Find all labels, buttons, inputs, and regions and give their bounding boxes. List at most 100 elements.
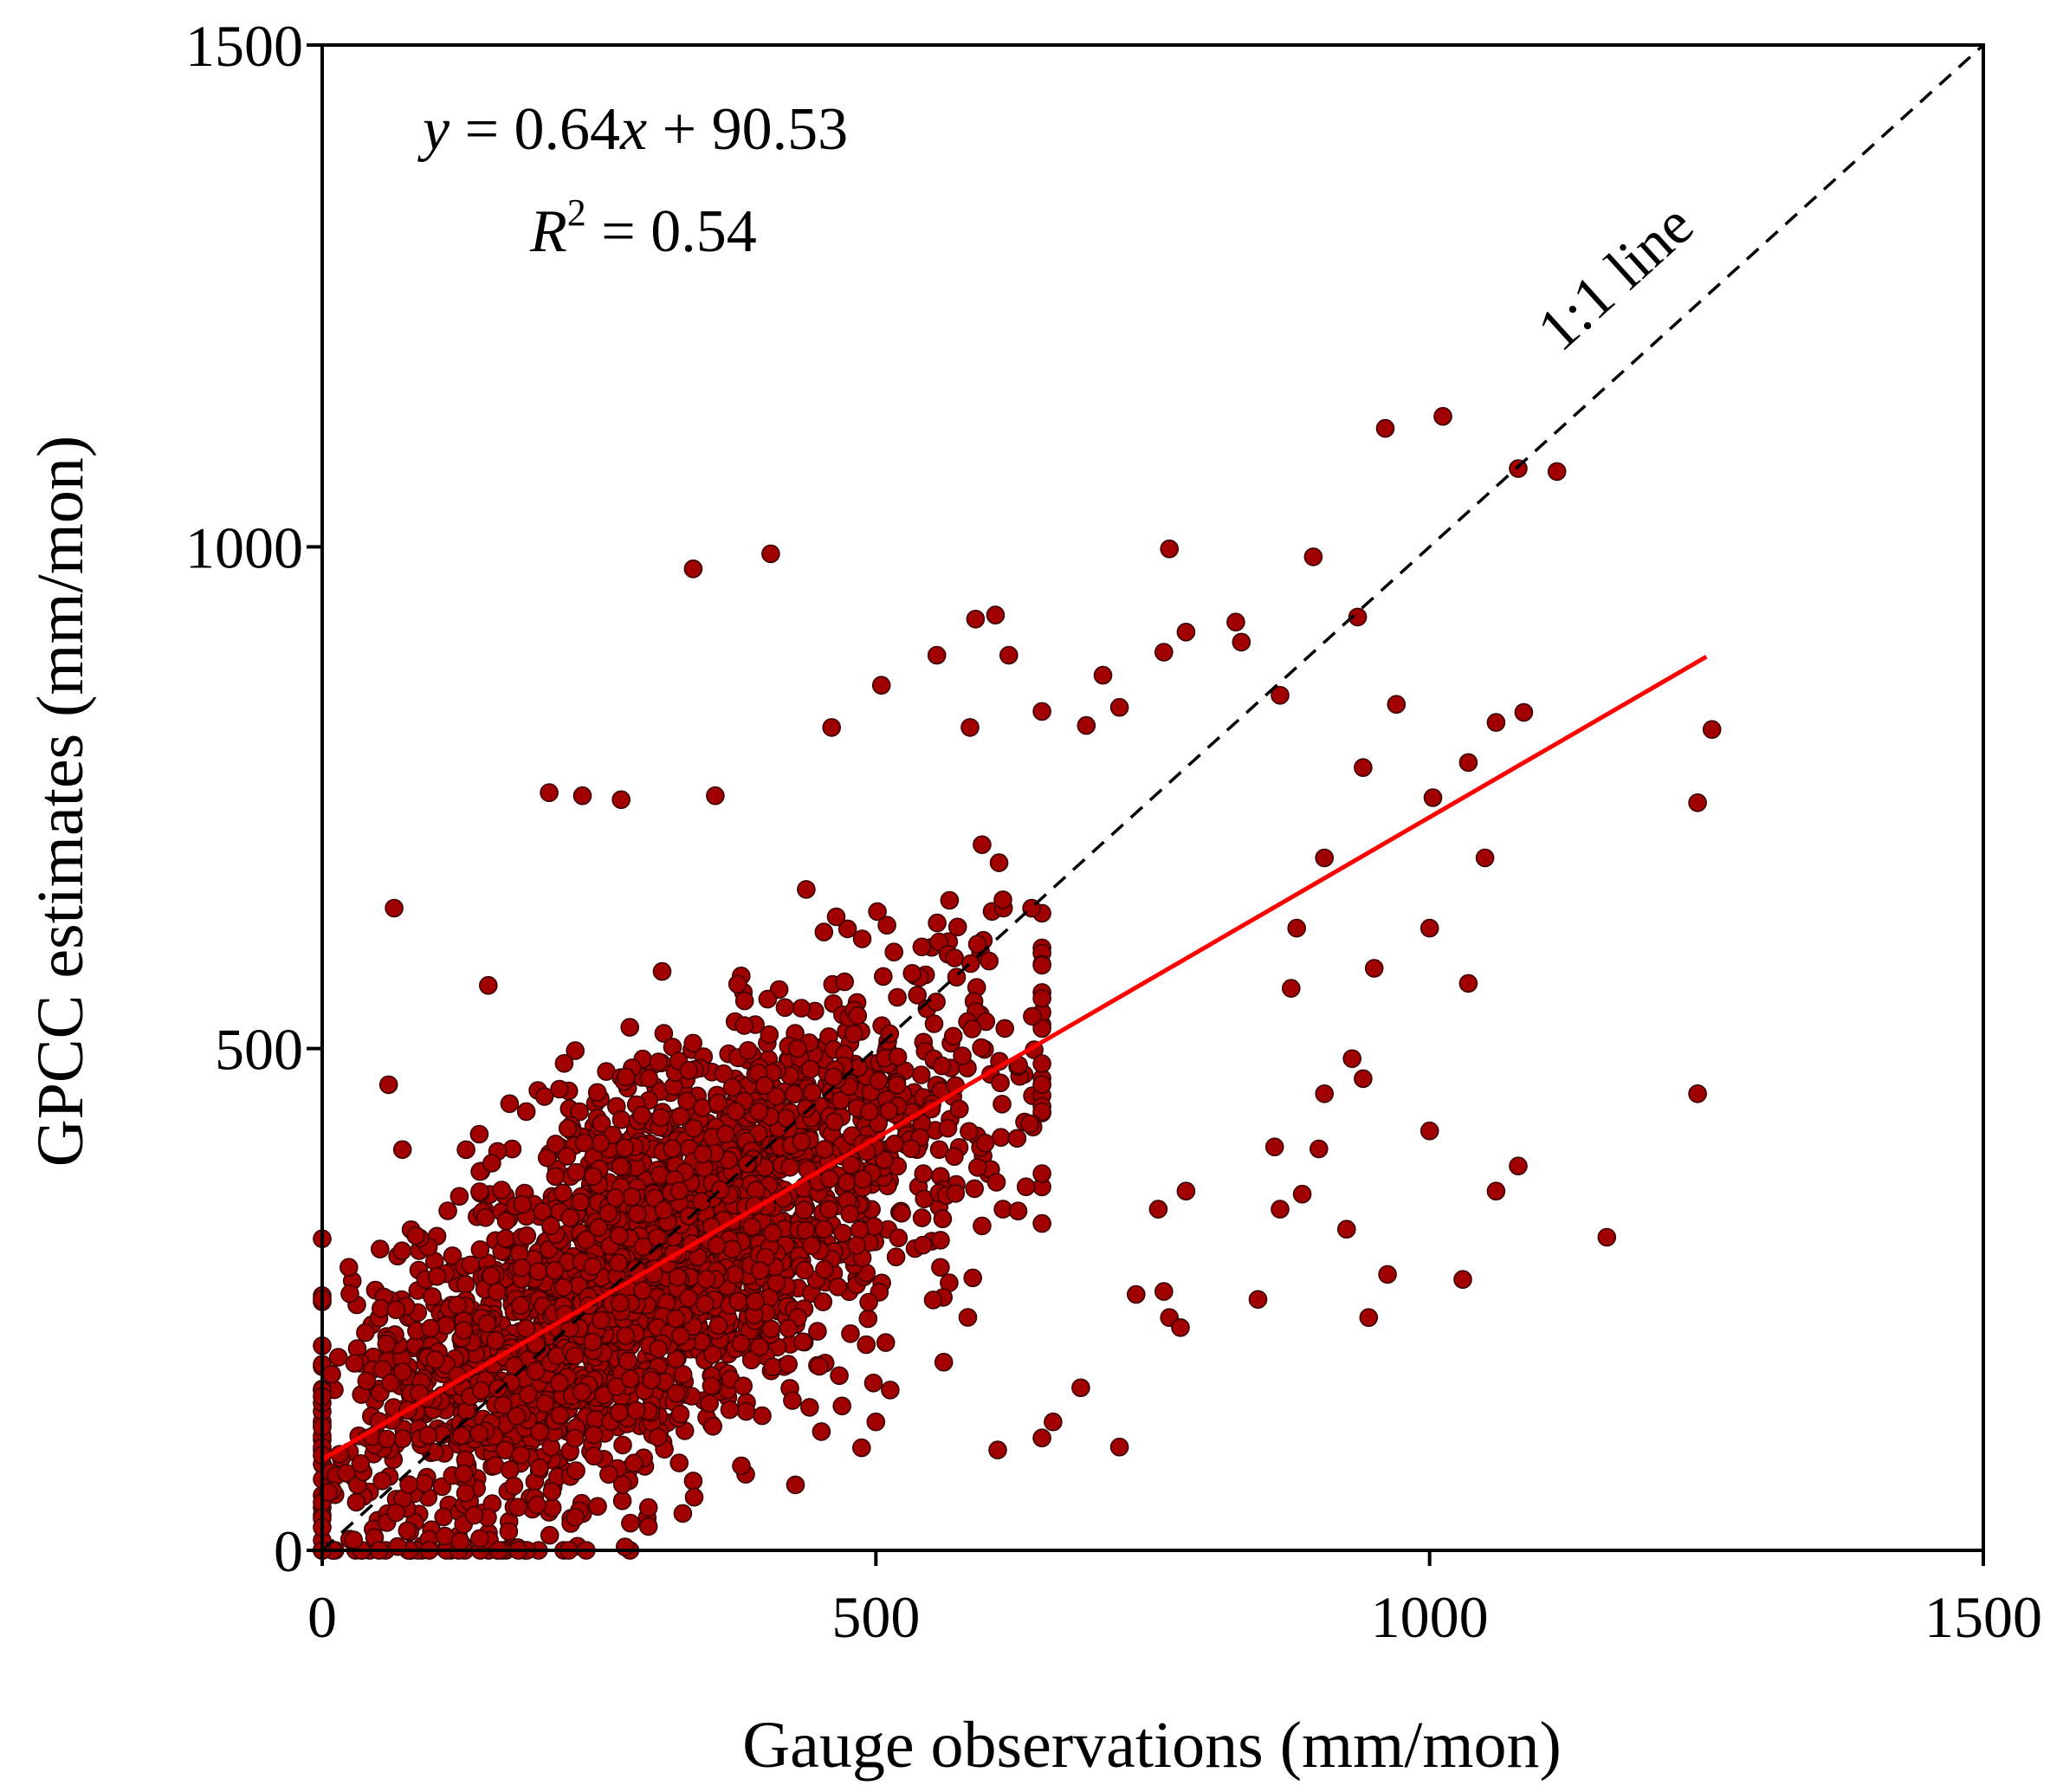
data-point bbox=[351, 1454, 371, 1473]
data-point bbox=[932, 1056, 952, 1076]
data-point bbox=[1337, 1219, 1356, 1239]
data-point bbox=[528, 1262, 548, 1281]
data-point bbox=[877, 915, 896, 935]
data-point bbox=[848, 1006, 868, 1025]
data-point bbox=[871, 676, 891, 695]
data-point bbox=[339, 1258, 359, 1277]
data-point bbox=[808, 1322, 827, 1341]
data-point bbox=[779, 1355, 799, 1374]
data-point bbox=[550, 1079, 569, 1099]
data-point bbox=[673, 1504, 693, 1524]
data-point bbox=[486, 1330, 506, 1350]
data-point bbox=[456, 1484, 475, 1503]
data-point bbox=[423, 1287, 442, 1306]
data-point bbox=[669, 1181, 689, 1200]
data-point bbox=[988, 1440, 1007, 1459]
data-point bbox=[550, 1406, 570, 1425]
data-point bbox=[667, 1383, 686, 1403]
data-point bbox=[1453, 1270, 1472, 1289]
data-point bbox=[1176, 1181, 1196, 1200]
data-point bbox=[885, 1135, 904, 1154]
data-point bbox=[438, 1201, 457, 1220]
data-point bbox=[530, 1422, 549, 1441]
data-point bbox=[884, 942, 903, 961]
data-point bbox=[986, 1173, 1006, 1192]
data-point bbox=[381, 1373, 400, 1393]
data-point bbox=[574, 1133, 594, 1153]
data-point bbox=[537, 1148, 557, 1168]
data-point bbox=[750, 1337, 769, 1357]
data-point bbox=[1032, 1019, 1051, 1038]
data-point bbox=[1387, 695, 1407, 715]
data-point bbox=[540, 783, 559, 803]
data-point bbox=[611, 790, 631, 810]
data-point bbox=[1375, 418, 1395, 438]
data-point bbox=[799, 1398, 819, 1417]
data-point bbox=[615, 1537, 635, 1556]
data-point bbox=[927, 645, 947, 665]
data-point bbox=[911, 1065, 931, 1084]
data-point bbox=[639, 1069, 659, 1088]
data-point bbox=[912, 1208, 932, 1227]
data-point bbox=[728, 974, 747, 994]
data-point bbox=[753, 1406, 772, 1426]
data-point bbox=[792, 999, 812, 1018]
data-point bbox=[611, 1156, 631, 1176]
data-point bbox=[668, 1267, 688, 1287]
data-point bbox=[758, 989, 778, 1009]
data-point bbox=[825, 1112, 844, 1132]
data-point bbox=[488, 1282, 507, 1302]
data-point bbox=[654, 1024, 674, 1043]
data-point bbox=[945, 1147, 964, 1167]
equation-rhs-a: = 0.64 bbox=[449, 96, 620, 163]
data-point bbox=[929, 1140, 949, 1160]
data-point bbox=[975, 1134, 995, 1153]
data-point bbox=[1547, 462, 1567, 482]
data-point bbox=[683, 1472, 703, 1491]
data-point bbox=[638, 1498, 658, 1517]
data-point bbox=[852, 929, 872, 948]
data-point bbox=[357, 1371, 377, 1391]
data-point bbox=[609, 1253, 628, 1272]
data-point bbox=[837, 919, 857, 939]
data-point bbox=[851, 1438, 871, 1458]
data-point bbox=[734, 1376, 753, 1395]
data-point bbox=[991, 1128, 1011, 1147]
data-point bbox=[470, 1182, 489, 1201]
data-point bbox=[684, 1119, 703, 1138]
data-point bbox=[1023, 1006, 1042, 1026]
data-point bbox=[708, 1316, 728, 1336]
data-point bbox=[513, 1194, 533, 1214]
r2-r: R bbox=[529, 198, 567, 265]
data-point bbox=[398, 1521, 417, 1541]
data-point bbox=[670, 1326, 690, 1346]
data-point bbox=[938, 1118, 958, 1138]
x-tick-label: 500 bbox=[831, 1584, 920, 1650]
data-point bbox=[679, 1061, 699, 1080]
data-point bbox=[633, 1281, 652, 1300]
data-point bbox=[566, 1041, 585, 1060]
data-point bbox=[533, 1202, 553, 1221]
data-point bbox=[1458, 753, 1478, 773]
r2-value: = 0.54 bbox=[586, 198, 757, 265]
data-point bbox=[934, 1352, 954, 1372]
data-point bbox=[482, 1266, 501, 1285]
data-point bbox=[592, 1310, 611, 1330]
data-point bbox=[553, 1278, 573, 1297]
data-point bbox=[399, 1475, 418, 1494]
data-point bbox=[322, 1364, 341, 1384]
data-point bbox=[747, 1181, 766, 1200]
data-point bbox=[1271, 685, 1290, 705]
data-point bbox=[1020, 1114, 1039, 1134]
data-point bbox=[418, 1426, 438, 1445]
data-point bbox=[1486, 713, 1506, 732]
data-point bbox=[605, 1188, 625, 1207]
data-point bbox=[530, 1459, 549, 1478]
data-point bbox=[392, 1241, 412, 1260]
data-point bbox=[1364, 959, 1384, 978]
data-point bbox=[734, 1016, 754, 1035]
points-layer bbox=[313, 406, 1722, 1560]
data-point bbox=[728, 1291, 748, 1311]
plot-frame bbox=[320, 43, 1985, 1552]
data-point bbox=[802, 1236, 821, 1255]
